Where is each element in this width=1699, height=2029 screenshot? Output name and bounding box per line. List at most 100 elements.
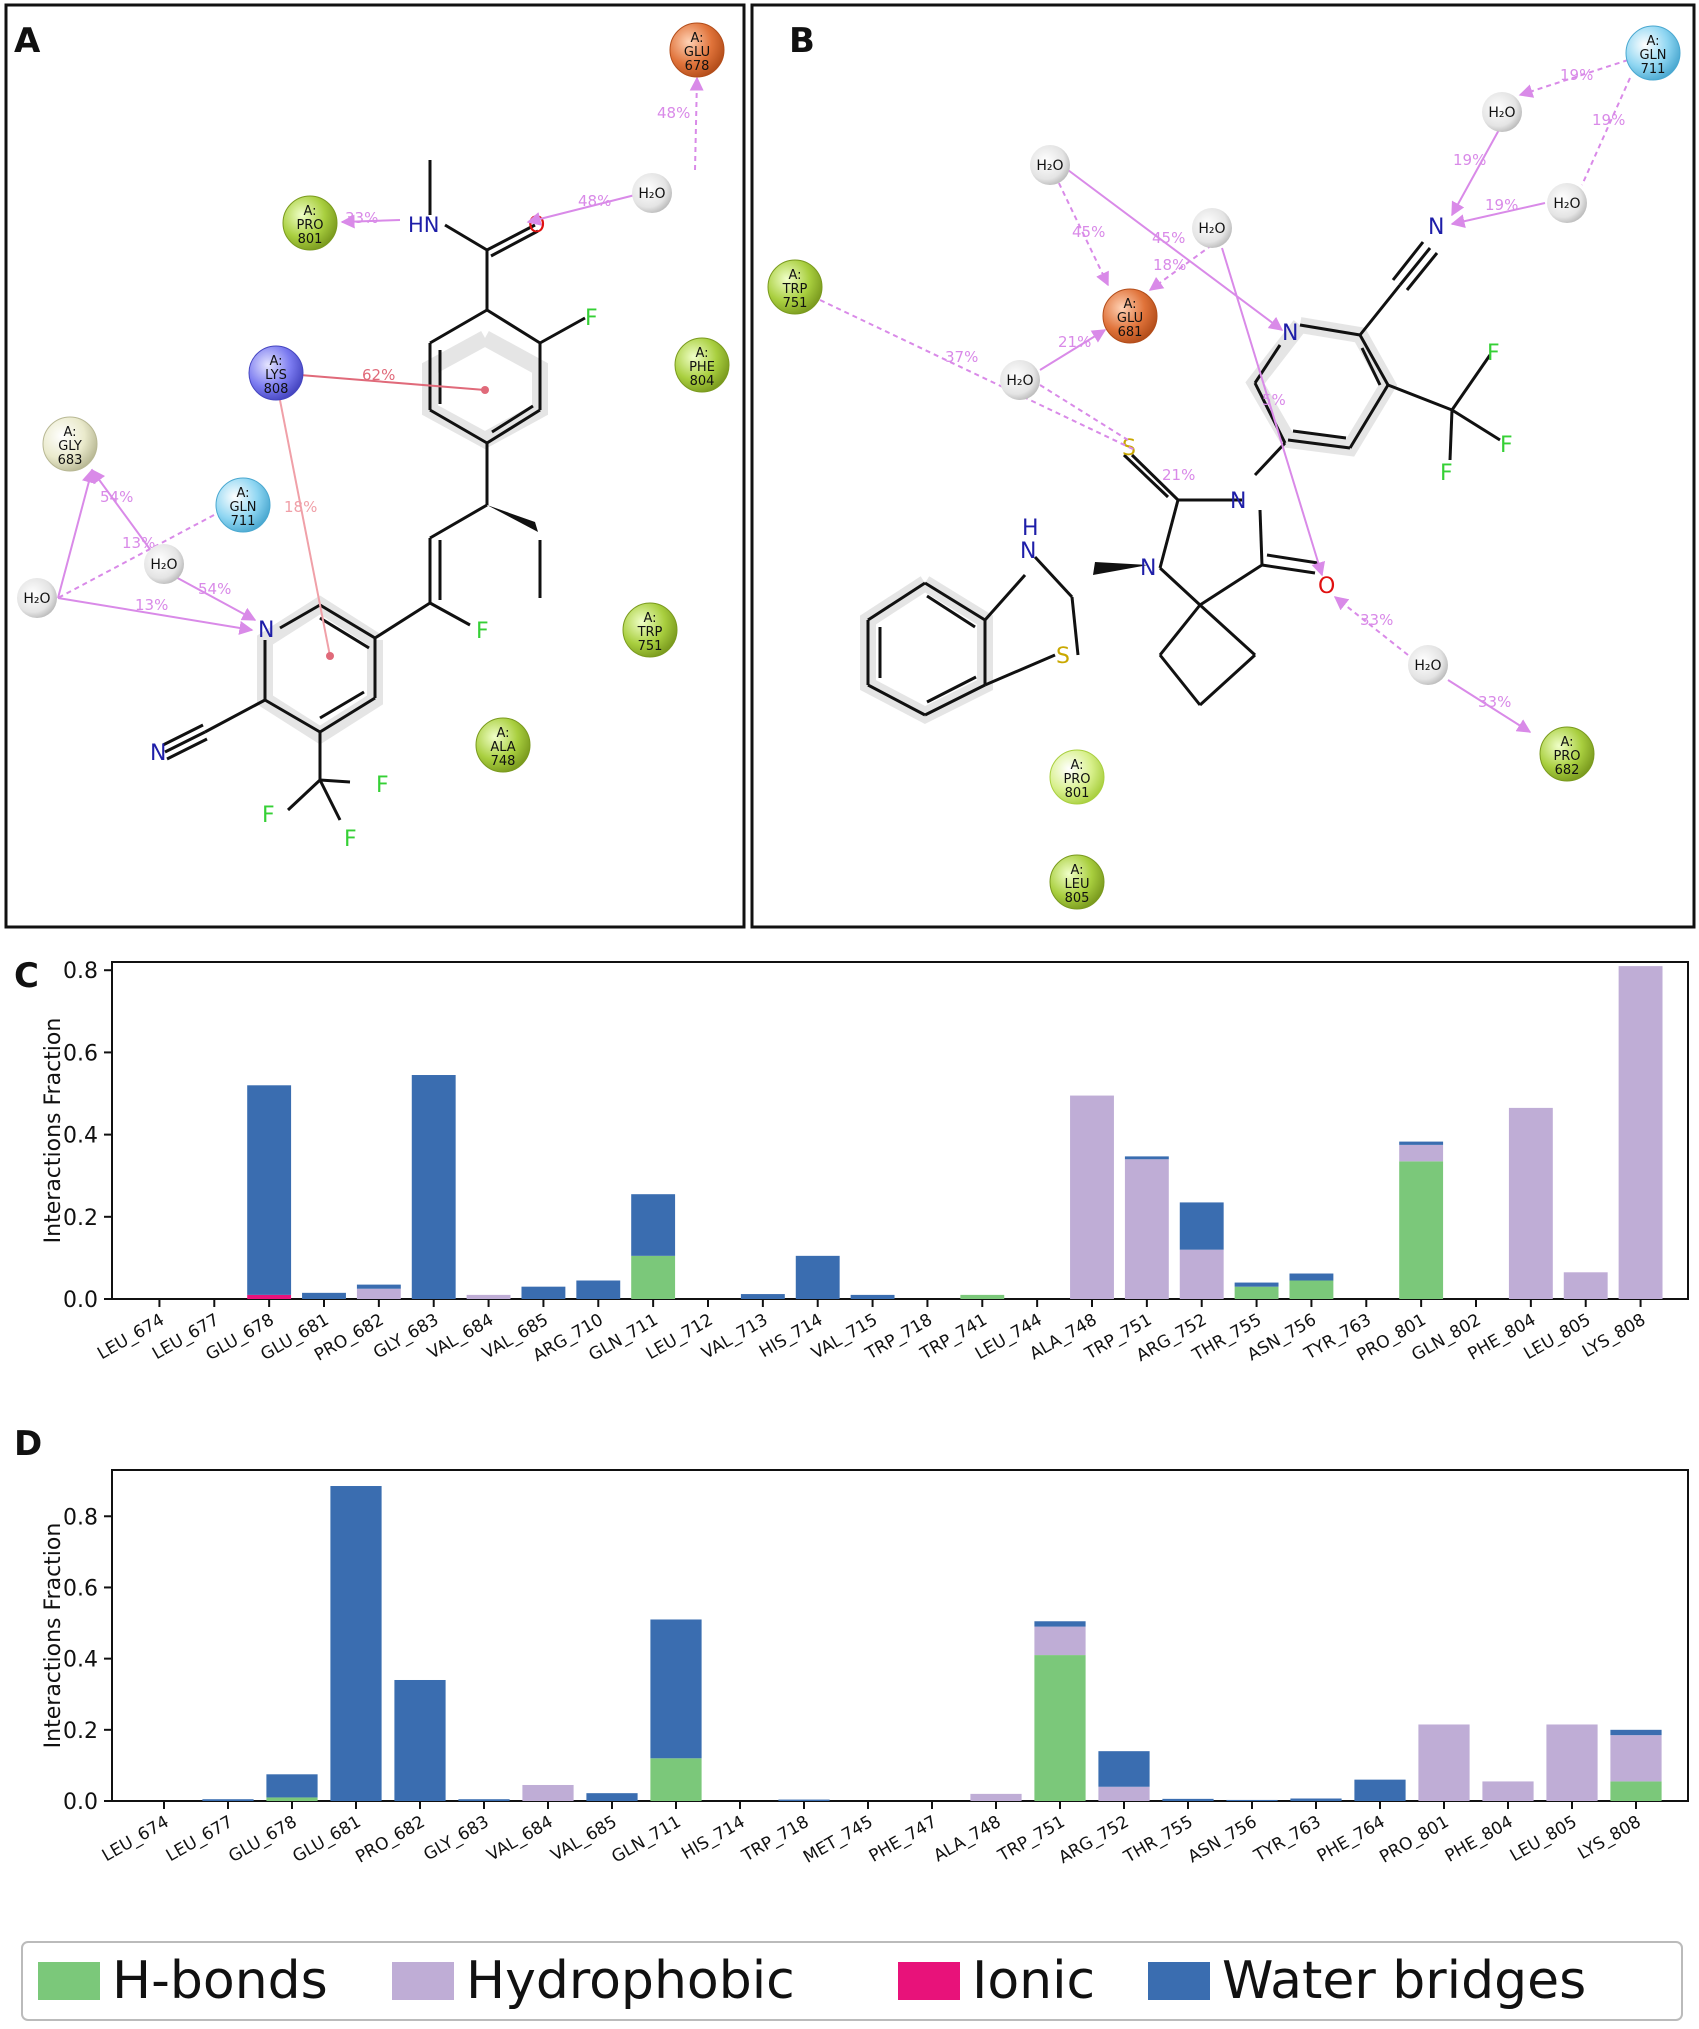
y-tick-label: 0.0 xyxy=(63,1790,98,1815)
legend-item-h-bonds: H-bonds xyxy=(38,1951,328,2011)
water-b-2: H₂O xyxy=(1030,145,1070,185)
bar-segment xyxy=(411,1075,456,1299)
water-label: H₂O xyxy=(1414,658,1441,674)
residue-chain: A: xyxy=(788,268,801,283)
x-tick-label: PRO_682 xyxy=(352,1812,428,1868)
residue-chain: A: xyxy=(695,346,708,361)
percent-label: 19% xyxy=(1485,196,1518,214)
water-b-4: H₂O xyxy=(1192,208,1232,248)
residue-chain: A: xyxy=(1123,297,1136,312)
residue-chain: A: xyxy=(1646,34,1659,49)
bar-segment xyxy=(1226,1799,1278,1801)
bar-segment xyxy=(458,1799,510,1801)
legend-item-ionic: Ionic xyxy=(898,1951,1095,2011)
bar-segment xyxy=(356,1284,401,1289)
legend-label: Water bridges xyxy=(1222,1951,1586,2011)
legend-item-water-bridges: Water bridges xyxy=(1148,1951,1586,2011)
water-a-1: H₂O xyxy=(632,173,672,213)
y-tick-label: 0.6 xyxy=(63,1576,98,1601)
residue-name: GLY xyxy=(58,439,82,454)
residue-number: 681 xyxy=(1118,325,1143,340)
bar-segment xyxy=(202,1799,254,1801)
x-tick-label: ASN_756 xyxy=(1185,1812,1261,1867)
bar-segment xyxy=(1290,1798,1342,1801)
water-label: H₂O xyxy=(1553,196,1580,212)
residue-chain: A: xyxy=(269,354,282,369)
legend-item-hydrophobic: Hydrophobic xyxy=(392,1951,795,2011)
y-tick-label: 0.0 xyxy=(63,1288,98,1313)
y-axis-label: Interactions Fraction xyxy=(41,1018,66,1244)
atom-h: H xyxy=(1022,516,1039,541)
residue-name: GLU xyxy=(1117,311,1143,326)
percent-labels-b: 19% 19% 19% 19% 45% 45% 18% 21% 37% 5% 2… xyxy=(945,66,1625,711)
bar-segment xyxy=(1034,1655,1086,1801)
residue-ala748: A: ALA 748 xyxy=(475,717,531,773)
bar-segment xyxy=(850,1294,895,1299)
bar-segment xyxy=(1289,1273,1334,1281)
residue-name: GLN xyxy=(1639,48,1666,63)
atom-f: F xyxy=(262,803,275,828)
residue-gln711: A: GLN 711 xyxy=(1625,25,1681,81)
panel-b: B xyxy=(750,3,1696,929)
atom-o: O xyxy=(528,213,545,238)
residue-number: 801 xyxy=(1065,786,1090,801)
x-tick-label: LYS_808 xyxy=(1574,1812,1644,1864)
water-label: H₂O xyxy=(23,591,50,607)
bar-segment xyxy=(586,1793,638,1801)
bar-segment xyxy=(631,1194,676,1256)
bar-segment xyxy=(1546,1724,1598,1801)
residue-chain: A: xyxy=(236,486,249,501)
residue-phe804: A: PHE 804 xyxy=(674,337,730,393)
residue-chain: A: xyxy=(690,31,703,46)
residue-name: LEU xyxy=(1065,877,1090,892)
plot-frame xyxy=(111,961,1689,1300)
residue-name: GLU xyxy=(684,45,710,60)
atom-f: F xyxy=(376,773,389,798)
residue-chain: A: xyxy=(496,726,509,741)
bar-segment xyxy=(650,1619,702,1759)
bar-segment xyxy=(266,1774,318,1798)
atom-o: O xyxy=(1318,574,1335,599)
residue-name: GLN xyxy=(229,500,256,515)
atom-hn: HN xyxy=(408,213,440,237)
percent-label: 13% xyxy=(122,534,155,552)
x-tick-label: LYS_808 xyxy=(1579,1310,1649,1362)
percent-label: 19% xyxy=(1560,66,1593,84)
water-b-3: H₂O xyxy=(1547,183,1587,223)
x-tick-label: TRP_718 xyxy=(738,1812,812,1867)
bar-segment xyxy=(1563,1272,1608,1299)
panel-a-label: A xyxy=(14,21,41,61)
atom-n-nitrile: N xyxy=(150,741,166,766)
bar-segment xyxy=(576,1280,621,1299)
water-b-1: H₂O xyxy=(1482,92,1522,132)
bar-segment xyxy=(1354,1779,1406,1801)
x-tick-label: LEU_674 xyxy=(99,1812,173,1866)
bar-segment xyxy=(521,1286,566,1299)
atom-n-pyridine: N xyxy=(258,618,274,643)
x-tick-label: TRP_751 xyxy=(994,1812,1068,1867)
water-a-2: H₂O xyxy=(144,544,184,584)
percent-label: 5% xyxy=(1262,391,1286,409)
percent-label: 54% xyxy=(198,580,231,598)
bar-segment xyxy=(466,1294,511,1299)
atom-n-nitrile: N xyxy=(1428,215,1444,240)
y-tick-label: 0.4 xyxy=(63,1648,98,1673)
bar-segment xyxy=(1482,1781,1534,1801)
bar-segment xyxy=(1124,1159,1169,1299)
legend-swatch xyxy=(1148,1962,1210,2000)
x-tick-label: GLY_683 xyxy=(420,1812,492,1865)
x-tick-label: PHE_804 xyxy=(1442,1812,1517,1867)
x-tick-label: VAL_685 xyxy=(548,1812,621,1866)
legend: H-bonds Hydrophobic Ionic Water bridges xyxy=(21,1941,1683,2021)
bar-segment xyxy=(1508,1107,1553,1299)
panel-b-label: B xyxy=(789,21,815,61)
x-tick-label: LEU_805 xyxy=(1507,1812,1581,1866)
legend-label: Ionic xyxy=(972,1951,1095,2011)
y-tick-label: 0.4 xyxy=(63,1124,98,1149)
y-tick-label: 0.2 xyxy=(63,1719,98,1744)
bar-segment xyxy=(1610,1735,1662,1782)
